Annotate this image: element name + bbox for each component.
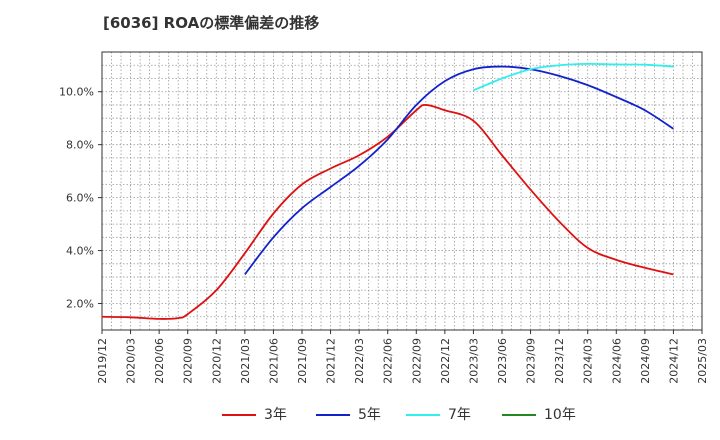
x-tick-label: 2021/06: [267, 338, 280, 384]
x-tick-label: 2020/12: [210, 338, 223, 384]
y-tick-label: 2.0%: [66, 298, 94, 311]
x-tick-label: 2024/09: [639, 338, 652, 384]
x-tick-label: 2020/03: [125, 338, 138, 384]
series-line-1: [101, 104, 674, 320]
x-tick-label: 2023/06: [496, 338, 509, 384]
x-tick-label: 2023/12: [553, 338, 566, 384]
chart-plot: 2.0% 4.0% 6.0% 8.0% 10.0% 2019/12 2020/03 2020/…: [59, 51, 709, 384]
legend-swatch: [222, 414, 256, 416]
x-tick-label: 2023/03: [467, 338, 480, 384]
y-tick-label: 4.0%: [66, 245, 94, 258]
legend-swatch: [502, 414, 536, 416]
series-line-3: [473, 62, 674, 92]
legend-label: 7年: [448, 407, 471, 423]
legend-label: 5年: [358, 407, 381, 423]
x-tick-label: 2021/09: [296, 338, 309, 384]
x-tick-label: 2019/12: [96, 338, 109, 384]
x-tick-label: 2023/09: [525, 338, 538, 384]
x-tick-label: 2025/03: [696, 338, 709, 384]
chart-title: [6036] ROAの標準偏差の推移: [103, 14, 320, 32]
x-tick-label: 2022/12: [439, 338, 452, 384]
x-tick-label: 2024/06: [610, 338, 623, 384]
x-tick-label: 2024/03: [582, 338, 595, 384]
x-tick-label: 2024/12: [667, 338, 680, 384]
plot-frame: [101, 51, 703, 331]
x-tick-label: 2021/12: [325, 338, 338, 384]
x-tick-label: 2022/09: [410, 338, 423, 384]
x-tick-label: 2022/06: [382, 338, 395, 384]
legend-label: 10年: [544, 407, 576, 423]
legend-swatch: [406, 414, 440, 416]
x-tick-label: 2020/06: [153, 338, 166, 384]
plot-area: [102, 52, 702, 330]
x-tick-label: 2020/09: [182, 338, 195, 384]
series-line-2: [244, 65, 674, 275]
x-tick-label: 2022/03: [353, 338, 366, 384]
legend-swatch: [316, 414, 350, 416]
legend-label: 3年: [264, 407, 287, 423]
y-tick-label: 8.0%: [66, 139, 94, 152]
y-tick-label: 6.0%: [66, 192, 94, 205]
y-tick-label: 10.0%: [59, 86, 94, 99]
x-tick-label: 2021/03: [239, 338, 252, 384]
chart-legend: 3年 5年 7年 10年: [0, 400, 720, 430]
